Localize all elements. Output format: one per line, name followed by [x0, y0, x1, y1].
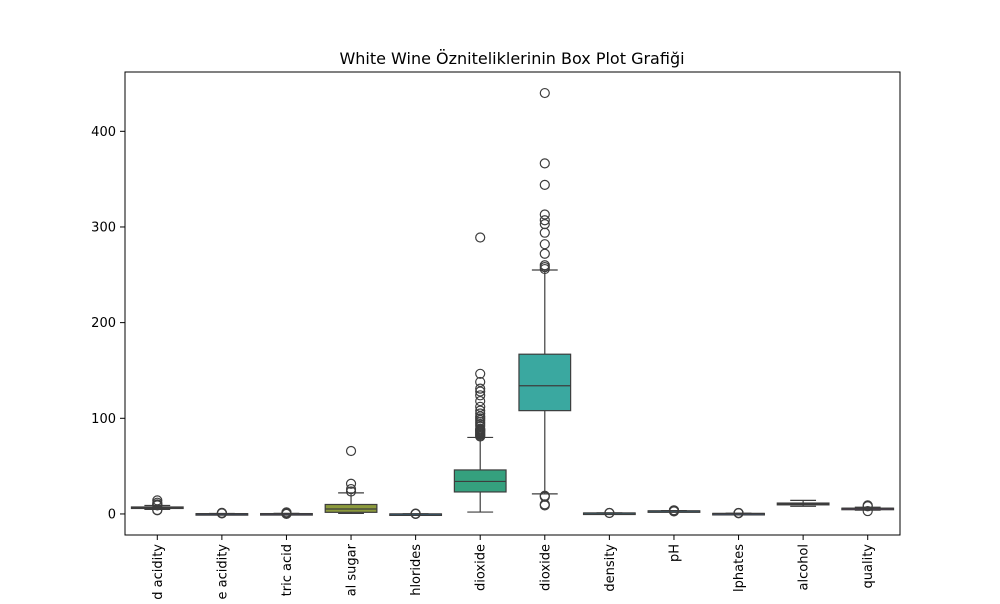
x-tick-label: density [603, 544, 618, 592]
box-pH [647, 505, 701, 517]
box-residual-sugar [324, 445, 378, 514]
outlier-point [539, 248, 550, 259]
y-tick-label: 400 [91, 125, 116, 140]
outlier-point [539, 87, 550, 99]
box-total-sulfur-dioxide [518, 87, 572, 511]
chart-title: White Wine Özniteliklerinin Box Plot Gra… [339, 49, 684, 68]
box-fixed-acidity [130, 495, 184, 516]
chart-axes: 0 100 200 300 400 d acidity e acidity tric acid… [91, 71, 901, 600]
outlier-point [604, 507, 615, 519]
box-citric-acid [260, 507, 313, 520]
outlier-point [539, 490, 550, 501]
outlier-point [539, 227, 550, 238]
x-tick-label: dioxide [474, 544, 489, 591]
y-tick-label: 300 [91, 220, 116, 235]
x-tick-label: al sugar [345, 543, 360, 596]
x-tick-label: dioxide [538, 544, 553, 591]
box-quality [841, 500, 895, 517]
outlier-point [862, 500, 873, 511]
outlier-point [668, 505, 680, 516]
x-tick-label: d acidity [151, 544, 166, 600]
box-density [582, 507, 636, 519]
x-tick-label: pH [667, 544, 682, 562]
box-free-sulfur-dioxide [453, 232, 507, 513]
outlier-point [539, 260, 550, 271]
box-volatile-acidity [195, 507, 249, 519]
outlier-point [475, 368, 486, 379]
x-tick-label: hlorides [409, 544, 424, 596]
outlier-point [475, 232, 486, 243]
outlier-point [733, 507, 744, 519]
outlier-point [281, 507, 292, 518]
outlier-point [539, 215, 550, 226]
outlier-point [539, 209, 550, 220]
outlier-point [862, 505, 873, 517]
y-tick-label: 100 [91, 412, 116, 427]
outlier-point [539, 239, 550, 250]
plot-frame [124, 71, 901, 536]
chart-marks [130, 87, 895, 520]
outlier-point [152, 495, 163, 506]
box-body [518, 353, 572, 412]
x-tick-label: tric acid [280, 544, 295, 596]
outlier-point [345, 483, 357, 495]
outlier-point [475, 390, 486, 401]
outlier-point [475, 376, 486, 388]
y-tick-label: 0 [108, 507, 116, 522]
outlier-point [345, 478, 357, 489]
outlier-point [475, 401, 486, 412]
outlier-point [539, 179, 550, 190]
outlier-point [475, 408, 486, 419]
box-sulphates [712, 507, 765, 519]
outlier-point [216, 507, 227, 519]
x-tick-label: quality [861, 544, 876, 589]
outlier-point [345, 445, 357, 457]
box-alcohol [776, 499, 830, 507]
outlier-point [410, 508, 421, 519]
x-tick-label: lphates [732, 544, 747, 592]
outlier-point [475, 383, 486, 394]
y-tick-label: 200 [91, 316, 116, 331]
outlier-point [539, 158, 550, 169]
x-tick-label: e acidity [215, 544, 230, 600]
x-tick-label: alcohol [797, 544, 812, 590]
box-chlorides [389, 508, 443, 519]
